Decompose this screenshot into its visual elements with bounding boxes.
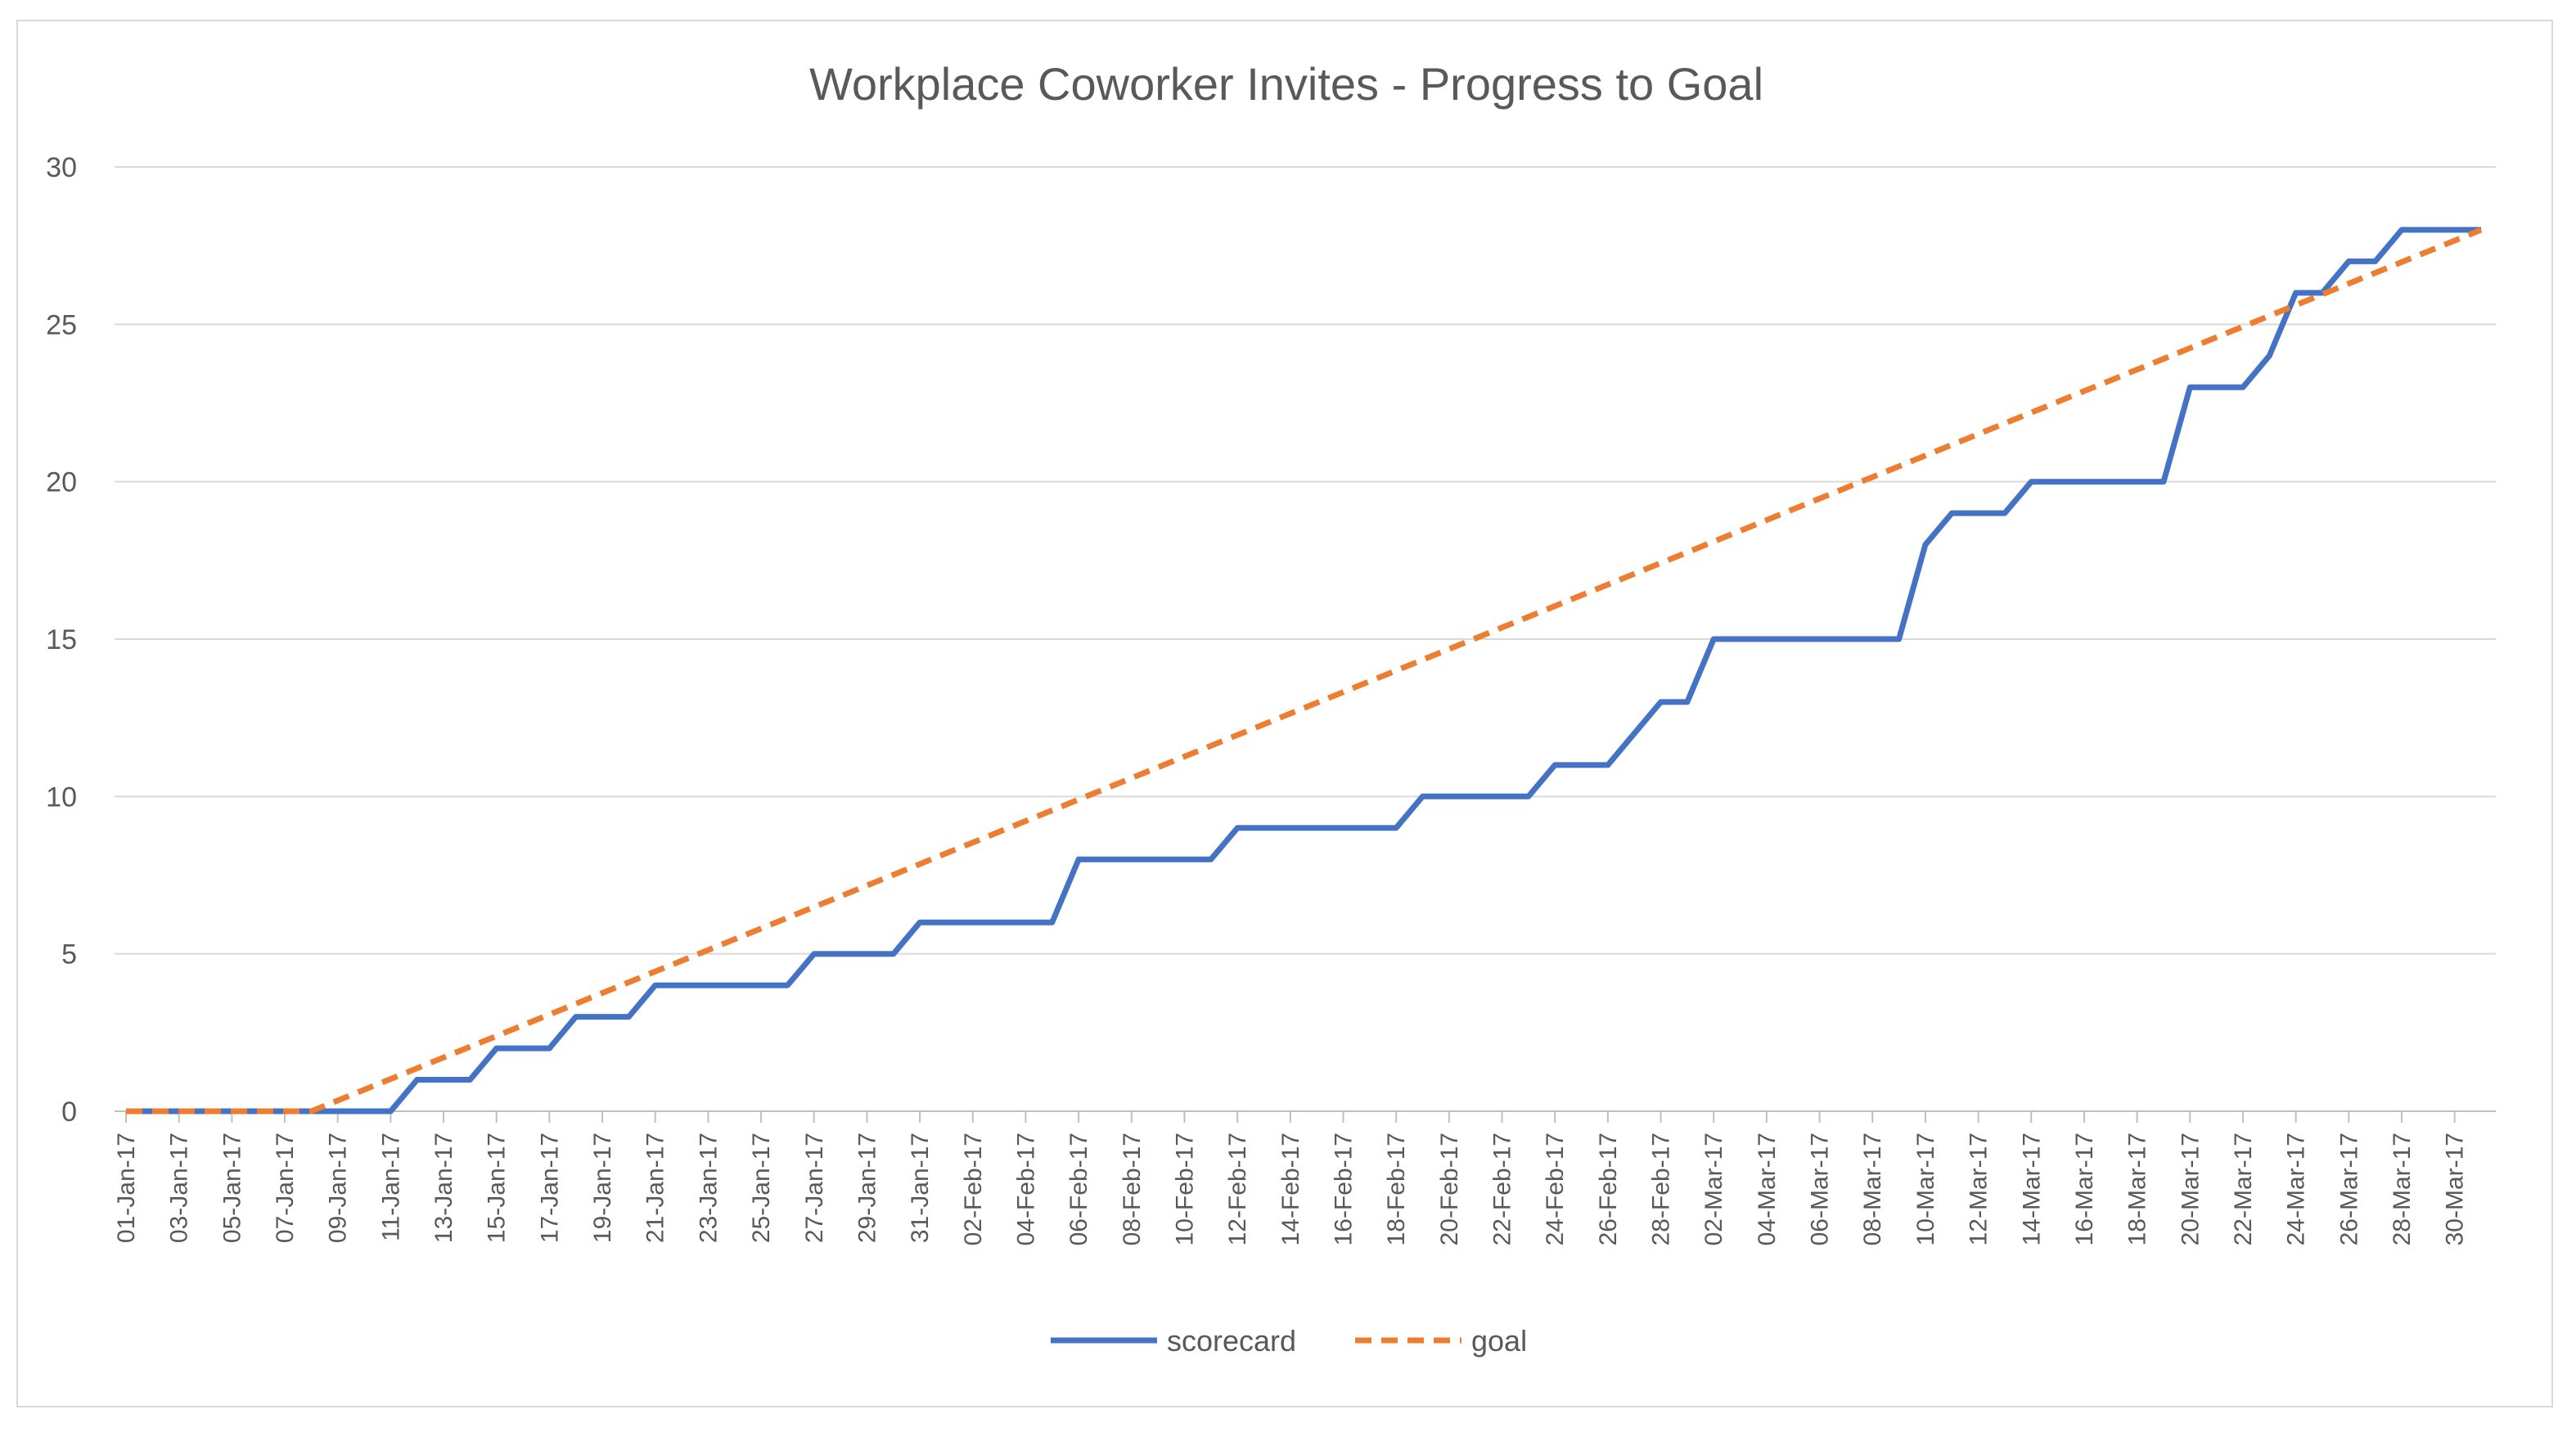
x-tick-label: 24-Mar-17 (2283, 1133, 2310, 1245)
x-tick-label: 04-Feb-17 (1012, 1133, 1039, 1245)
x-tick-label: 18-Feb-17 (1383, 1133, 1410, 1245)
x-tick-label: 14-Feb-17 (1277, 1133, 1304, 1245)
x-tick-label: 12-Feb-17 (1224, 1133, 1251, 1245)
x-tick-label: 05-Jan-17 (218, 1133, 245, 1243)
series-line-goal (126, 227, 2483, 1115)
x-tick-label: 16-Mar-17 (2071, 1133, 2098, 1245)
x-tick-label: 28-Mar-17 (2389, 1133, 2416, 1245)
x-tick-label: 28-Feb-17 (1648, 1133, 1675, 1245)
x-tick-label: 20-Mar-17 (2177, 1133, 2204, 1245)
x-axis: 01-Jan-17 03-Jan-17 05-Jan-17 07-Jan-17 09-J… (113, 1110, 2496, 1245)
x-tick-label: 16-Feb-17 (1331, 1133, 1358, 1245)
y-axis-ticks: 0 5 10 15 20 25 30 (46, 152, 77, 1128)
x-tick-label: 06-Feb-17 (1065, 1133, 1092, 1245)
y-tick-label: 30 (46, 152, 77, 183)
x-tick-label: 21-Jan-17 (642, 1133, 669, 1243)
x-tick-label: 31-Jan-17 (907, 1133, 934, 1243)
x-tick-label: 11-Jan-17 (377, 1133, 404, 1241)
x-tick-label: 08-Feb-17 (1119, 1133, 1146, 1245)
x-tick-label: 24-Feb-17 (1542, 1133, 1569, 1245)
x-tick-label: 22-Mar-17 (2230, 1133, 2257, 1245)
y-tick-label: 0 (61, 1097, 77, 1128)
x-tick-label: 04-Mar-17 (1754, 1133, 1781, 1245)
x-tick-label: 26-Feb-17 (1595, 1133, 1622, 1245)
x-tick-label: 23-Jan-17 (695, 1133, 722, 1243)
x-tick-label: 03-Jan-17 (166, 1133, 193, 1243)
x-tick-label: 25-Jan-17 (748, 1133, 775, 1243)
x-tick-label: 09-Jan-17 (325, 1133, 352, 1243)
x-tick-label: 20-Feb-17 (1436, 1133, 1463, 1245)
x-tick-label: 10-Mar-17 (1912, 1133, 1939, 1245)
x-tick-label: 14-Mar-17 (2018, 1133, 2045, 1245)
y-tick-label: 15 (46, 624, 77, 655)
x-tick-label: 18-Mar-17 (2124, 1133, 2151, 1245)
x-tick-label: 02-Feb-17 (960, 1133, 987, 1245)
x-tick-label: 10-Feb-17 (1171, 1133, 1198, 1245)
legend-label-scorecard: scorecard (1167, 1324, 1296, 1358)
x-tick-label: 13-Jan-17 (430, 1133, 457, 1243)
x-tick-label: 26-Mar-17 (2335, 1133, 2362, 1245)
x-tick-label: 22-Feb-17 (1489, 1133, 1516, 1245)
x-tick-label: 12-Mar-17 (1966, 1133, 1993, 1245)
chart-frame: Workplace Coworker Invites - Progress to… (16, 20, 2553, 1407)
y-tick-label: 5 (61, 939, 77, 970)
x-tick-label: 27-Jan-17 (801, 1133, 828, 1243)
gridlines (115, 166, 2496, 955)
legend: scorecard goal (1051, 1324, 1527, 1358)
chart-title: Workplace Coworker Invites - Progress to… (809, 58, 1763, 110)
y-tick-label: 25 (46, 309, 77, 340)
x-tick-label: 08-Mar-17 (1859, 1133, 1886, 1245)
y-tick-label: 10 (46, 781, 77, 813)
legend-label-goal: goal (1471, 1324, 1527, 1358)
x-tick-label: 02-Mar-17 (1700, 1133, 1727, 1245)
x-tick-label: 19-Jan-17 (589, 1133, 616, 1243)
x-tick-label: 06-Mar-17 (1807, 1133, 1834, 1245)
y-tick-label: 20 (46, 467, 77, 498)
series-line-scorecard (126, 227, 2481, 1115)
x-tick-label: 29-Jan-17 (853, 1133, 880, 1243)
x-tick-label: 15-Jan-17 (484, 1133, 511, 1243)
x-tick-label: 17-Jan-17 (536, 1133, 563, 1243)
series-lines (126, 227, 2483, 1115)
line-chart: Workplace Coworker Invites - Progress to… (46, 58, 2496, 1358)
x-tick-label: 01-Jan-17 (113, 1133, 140, 1243)
x-tick-label: 30-Mar-17 (2442, 1133, 2469, 1245)
x-tick-label: 07-Jan-17 (272, 1133, 299, 1243)
